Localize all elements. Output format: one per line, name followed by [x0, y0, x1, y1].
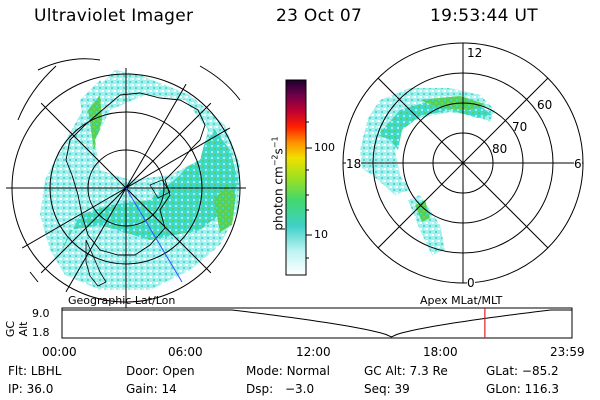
altitude-plot [61, 307, 573, 339]
glat-value: −85.2 [521, 364, 559, 378]
footer-glon: GLon: 116.3 [486, 382, 559, 396]
x-tick-0000: 00:00 [42, 345, 77, 359]
apex-panel-label: Apex MLat/MLT [420, 294, 503, 307]
mode-key: Mode: [246, 364, 283, 378]
mlt-label-12: 12 [467, 46, 483, 60]
footer-seq: Seq: 39 [364, 382, 410, 396]
gain-key: Gain: [126, 382, 158, 396]
instrument-title: Ultraviolet Imager [34, 6, 194, 26]
geographic-panel-label: Geographic Lat/Lon [68, 294, 176, 307]
footer-dsp: Dsp: −3.0 [246, 382, 314, 396]
mlat-label-80: 80 [492, 142, 508, 156]
x-tick-0600: 06:00 [168, 345, 203, 359]
gcalt-value: 7.3 Re [409, 364, 448, 378]
altitude-y-low: 1.8 [32, 326, 50, 339]
door-value: Open [162, 364, 195, 378]
geographic-map [6, 58, 246, 308]
mlat-label-70: 70 [512, 120, 528, 134]
footer-door: Door: Open [126, 364, 195, 378]
mlt-label-18: 18 [346, 157, 362, 171]
colorbar-tick-100: 100 [314, 141, 335, 154]
glat-key: GLat: [486, 364, 519, 378]
door-key: Door: [126, 364, 159, 378]
mlt-label-0: 0 [467, 276, 475, 290]
dsp-key: Dsp: [246, 382, 274, 396]
apex-polar-plot [342, 42, 584, 284]
footer-glat: GLat: −85.2 [486, 364, 559, 378]
unit-exp1: −2 [270, 154, 280, 167]
colorbar-tick-10: 10 [314, 228, 328, 241]
gcalt-key: GC Alt: [364, 364, 406, 378]
altitude-curve [62, 309, 572, 338]
footer-gain: Gain: 14 [126, 382, 177, 396]
colorbar-unit-label: photon cm−2s−1 [271, 114, 286, 254]
unit-s: s [271, 148, 286, 155]
seq-key: Seq: [364, 382, 391, 396]
mlat-label-60: 60 [537, 98, 553, 112]
unit-text: photon cm [271, 166, 286, 231]
gain-value: 14 [161, 382, 177, 396]
x-tick-2359: 23:59 [550, 345, 585, 359]
x-tick-1200: 12:00 [296, 345, 331, 359]
mode-value: Normal [286, 364, 330, 378]
time-label: 19:53:44 UT [430, 6, 538, 26]
footer-gcalt: GC Alt: 7.3 Re [364, 364, 448, 378]
glon-value: 116.3 [524, 382, 559, 396]
altitude-ylabel: GC Alt [4, 320, 30, 338]
mlt-label-6: 6 [574, 157, 582, 171]
seq-value: 39 [394, 382, 410, 396]
flt-key: Flt: [8, 364, 27, 378]
dsp-value: −3.0 [284, 382, 315, 396]
color-bar [285, 79, 312, 276]
unit-exp2: −1 [270, 136, 280, 149]
ip-value: 36.0 [26, 382, 54, 396]
ip-key: IP: [8, 382, 23, 396]
date-label: 23 Oct 07 [276, 6, 363, 26]
x-tick-1800: 18:00 [423, 345, 458, 359]
glon-key: GLon: [486, 382, 521, 396]
flt-value: LBHL [30, 364, 62, 378]
footer-mode: Mode: Normal [246, 364, 330, 378]
altitude-y-high: 9.0 [32, 307, 50, 320]
footer-ip: IP: 36.0 [8, 382, 53, 396]
footer-flt: Flt: LBHL [8, 364, 61, 378]
